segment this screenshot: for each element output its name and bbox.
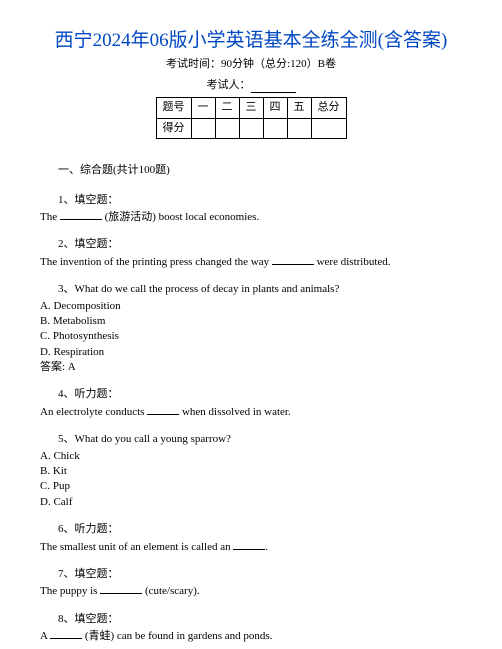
fill-blank [233,539,265,550]
table-cell: 五 [287,98,311,118]
table-row: 得分 [156,118,346,138]
question-body: The puppy is (cute/scary). [40,583,462,599]
q-text: The invention of the printing press chan… [40,256,272,268]
table-cell [191,118,215,138]
option-c: C. Photosynthesis [40,329,462,344]
question-7: 7、填空题： The puppy is (cute/scary). [40,567,462,600]
q-text: The [40,211,60,223]
table-cell: 三 [239,98,263,118]
table-cell: 得分 [156,118,191,138]
question-head: 5、What do you call a young sparrow? [58,432,462,447]
question-head: 1、填空题： [58,193,462,208]
table-cell [263,118,287,138]
question-head: 7、填空题： [58,567,462,582]
question-6: 6、听力题： The smallest unit of an element i… [40,522,462,555]
table-cell: 二 [215,98,239,118]
option-a: A. Decomposition [40,299,462,314]
score-table: 题号 一 二 三 四 五 总分 得分 [156,97,347,139]
fill-blank [60,209,102,220]
examiner-blank [251,81,296,93]
table-cell [311,118,346,138]
question-body: The (旅游活动) boost local economies. [40,209,462,225]
question-body: The invention of the printing press chan… [40,254,462,270]
question-1: 1、填空题： The (旅游活动) boost local economies. [40,193,462,226]
answer-line: 答案: A [40,360,462,375]
examiner-line: 考试人： [40,78,462,93]
q-text: . [265,541,268,553]
option-b: B. Kit [40,464,462,479]
option-a: A. Chick [40,449,462,464]
question-4: 4、听力题： An electrolyte conducts when diss… [40,387,462,420]
q-text: The puppy is [40,585,100,597]
option-c: C. Pup [40,479,462,494]
q-text: A [40,630,50,642]
table-cell: 总分 [311,98,346,118]
question-body: A (青蛙) can be found in gardens and ponds… [40,628,462,644]
doc-title: 西宁2024年06版小学英语基本全练全测(含答案) [40,28,462,55]
question-head: 6、听力题： [58,522,462,537]
fill-blank [272,254,314,265]
q-text: (旅游活动) boost local economies. [102,211,259,223]
q-text: (cute/scary). [142,585,199,597]
fill-blank [50,628,82,639]
question-3: 3、What do we call the process of decay i… [40,282,462,375]
q-text: when dissolved in water. [179,406,291,418]
table-cell: 题号 [156,98,191,118]
question-head: 4、听力题： [58,387,462,402]
table-cell [239,118,263,138]
q-text: (青蛙) can be found in gardens and ponds. [82,630,272,642]
option-b: B. Metabolism [40,314,462,329]
fill-blank [147,404,179,415]
q-text: An electrolyte conducts [40,406,147,418]
q-text: The smallest unit of an element is calle… [40,541,233,553]
question-body: The smallest unit of an element is calle… [40,539,462,555]
examiner-label: 考试人： [207,79,251,91]
section-header: 一、综合题(共计100题) [58,163,462,178]
question-2: 2、填空题： The invention of the printing pre… [40,237,462,270]
question-5: 5、What do you call a young sparrow? A. C… [40,432,462,510]
table-cell: 四 [263,98,287,118]
q-text: were distributed. [314,256,391,268]
question-8: 8、填空题： A (青蛙) can be found in gardens an… [40,612,462,645]
question-head: 3、What do we call the process of decay i… [58,282,462,297]
fill-blank [100,583,142,594]
table-cell: 一 [191,98,215,118]
question-head: 2、填空题： [58,237,462,252]
option-d: D. Calf [40,495,462,510]
table-cell [215,118,239,138]
table-cell [287,118,311,138]
question-body: An electrolyte conducts when dissolved i… [40,404,462,420]
question-head: 8、填空题： [58,612,462,627]
table-row: 题号 一 二 三 四 五 总分 [156,98,346,118]
doc-subtitle: 考试时间：90分钟（总分:120）B卷 [40,57,462,72]
option-d: D. Respiration [40,345,462,360]
